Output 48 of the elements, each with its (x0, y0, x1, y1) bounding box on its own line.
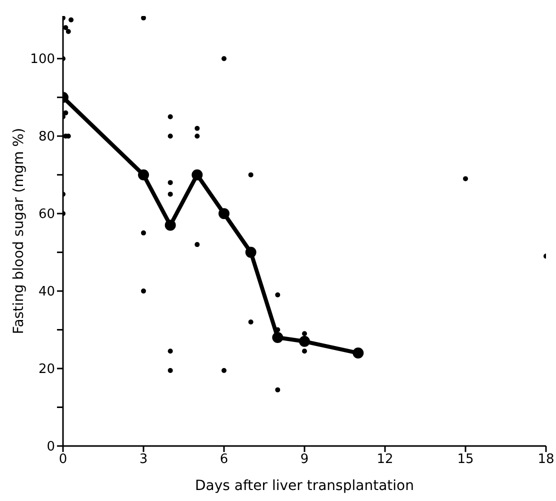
x-tick-label: 3 (139, 452, 148, 468)
point (141, 288, 146, 294)
point (248, 320, 254, 325)
point (275, 292, 280, 298)
point (302, 331, 307, 336)
x-axis-title: Days after liver transplantation (195, 478, 414, 494)
y-tick-label: 100 (30, 52, 55, 68)
y-tick-label: 60 (38, 207, 55, 222)
y-tick-label: 20 (38, 362, 55, 378)
point (222, 56, 226, 62)
point (168, 134, 173, 139)
point (168, 192, 173, 197)
point (66, 28, 71, 34)
point (248, 172, 254, 178)
y-tick-label: 40 (38, 284, 55, 300)
point (164, 220, 176, 231)
point (168, 368, 173, 373)
point (222, 368, 226, 373)
x-tick-label: 6 (220, 452, 228, 468)
x-tick-label: 12 (376, 452, 394, 468)
point (463, 176, 468, 182)
point (168, 114, 173, 120)
point (302, 348, 307, 354)
point (168, 348, 173, 354)
point (192, 169, 203, 180)
point (138, 169, 149, 180)
point (141, 16, 146, 20)
x-tick-label: 18 (538, 452, 554, 468)
point (68, 17, 74, 22)
point (272, 332, 284, 344)
point (299, 336, 310, 347)
point (194, 242, 200, 248)
point (194, 134, 200, 139)
point (63, 110, 68, 116)
y-axis-title: Fasting blood sugar (mgm %) (10, 128, 27, 334)
point (352, 348, 364, 359)
point (63, 25, 68, 30)
point (218, 208, 230, 220)
point (168, 180, 173, 186)
x-tick-label: 15 (457, 452, 474, 468)
x-tick-label: 0 (58, 452, 68, 468)
y-tick-label: 0 (46, 440, 55, 455)
point (194, 126, 200, 131)
point (245, 246, 256, 258)
x-tick-label: 9 (300, 452, 309, 468)
point (275, 387, 280, 392)
point (141, 230, 146, 236)
y-tick-label: 80 (38, 130, 55, 145)
